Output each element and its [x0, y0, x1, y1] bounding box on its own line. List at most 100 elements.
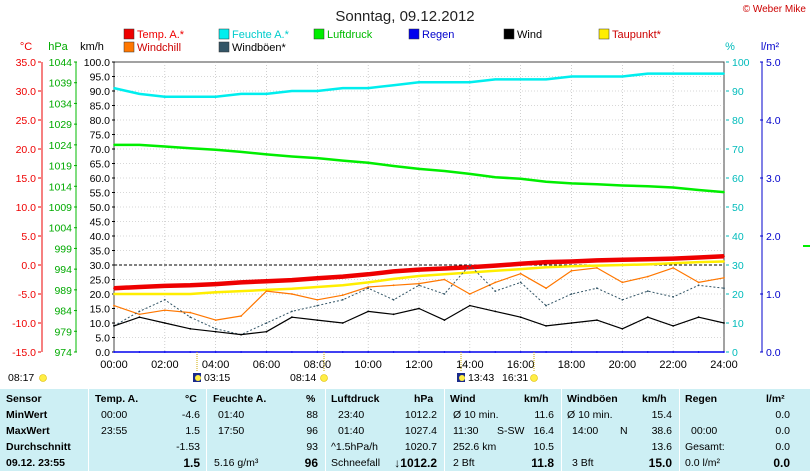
series-point — [621, 327, 624, 330]
series-point — [291, 293, 293, 295]
series-point — [189, 147, 192, 150]
series-point — [163, 309, 166, 312]
series-point — [443, 81, 446, 84]
series-point — [138, 351, 141, 353]
series-point — [621, 281, 624, 284]
humidity-tick-label: 90 — [732, 86, 744, 98]
stats-separator — [206, 389, 207, 471]
series-point — [392, 84, 395, 87]
series-point — [672, 296, 675, 298]
wind-avg10-value: 11.6 — [534, 409, 554, 421]
series-point — [163, 293, 166, 295]
pressure-min-value: 1012.2 — [404, 409, 437, 421]
series-point — [697, 72, 700, 75]
x-tick-label: 06:00 — [253, 359, 281, 371]
pressure-axis-unit: hPa — [48, 41, 68, 53]
temp-current-value: 1.5 — [183, 456, 200, 470]
series-point — [418, 282, 420, 285]
series-point — [494, 176, 497, 179]
series-point — [443, 267, 446, 270]
series-point — [621, 351, 624, 353]
series-point — [316, 351, 319, 353]
stats-separator — [444, 389, 445, 471]
wind-tick-label: 70.0 — [90, 144, 111, 156]
gusts-avg10-value: 15.4 — [651, 409, 672, 421]
wind-max-direction: S-SW — [497, 425, 525, 437]
series-point — [189, 311, 192, 314]
temp-tick-label: -15.0 — [12, 347, 36, 359]
series-point — [519, 268, 522, 270]
series-point — [418, 81, 420, 84]
legend-swatch — [123, 28, 135, 40]
x-tick-label: 16:00 — [507, 359, 535, 371]
humidity-tick-label: 50 — [732, 202, 744, 214]
series-point — [367, 273, 370, 276]
row-label-current: 09.12. 23:55 — [6, 457, 65, 469]
series-point — [468, 81, 471, 84]
series-layer — [113, 72, 810, 353]
humidity-min-time: 01:40 — [218, 409, 245, 421]
series-point — [519, 316, 522, 319]
series-point — [468, 293, 471, 295]
temp-min-time: 00:00 — [101, 409, 128, 421]
temp-max-time: 23:55 — [101, 425, 128, 437]
series-point — [646, 72, 649, 75]
series-point — [723, 351, 725, 353]
humidity-max-value: 96 — [306, 425, 318, 437]
wind-distance: 252.6 km — [453, 441, 497, 453]
sunset-label: 16:31 — [502, 372, 528, 384]
pressure-tick-label: 1024 — [49, 140, 73, 152]
series-point — [392, 284, 395, 287]
series-point — [646, 263, 649, 266]
series-point — [697, 281, 700, 284]
series-point — [341, 87, 344, 89]
temp-tick-label: 25.0 — [16, 115, 37, 127]
x-tick-label: 20:00 — [609, 359, 637, 371]
series-point — [519, 78, 522, 81]
series-point — [443, 351, 446, 353]
series-point — [672, 257, 675, 260]
humidity-header: Feuchte A. — [213, 393, 267, 405]
temp-tick-label: 35.0 — [16, 57, 37, 69]
pressure-tick-label: 999 — [54, 243, 72, 255]
pressure-tick-label: 1019 — [49, 161, 73, 173]
series-point — [163, 322, 166, 324]
series-point — [596, 264, 598, 267]
humidity-tick-label: 100 — [732, 57, 750, 69]
series-point — [189, 316, 192, 319]
pressure-current-value: ↓1012.2 — [394, 456, 437, 470]
series-point — [468, 266, 471, 269]
wind-tick-label: 100.0 — [84, 57, 110, 69]
legend-swatch — [503, 28, 515, 40]
axis-tick-labels: 00:00 02:00 04:00 06:00 08:00 10:00 12:00 14:00… — [12, 57, 781, 371]
grid — [114, 62, 724, 352]
series-point — [214, 330, 217, 333]
series-point — [138, 286, 141, 288]
series-point — [646, 275, 649, 278]
series-point — [367, 351, 370, 353]
series-point — [265, 330, 268, 333]
series-point — [138, 313, 141, 316]
series-point — [367, 161, 370, 164]
humidity-min-value: 88 — [306, 409, 318, 421]
series-point — [519, 351, 522, 353]
series-point — [291, 90, 293, 92]
series-point — [519, 262, 522, 265]
pressure-tick-label: 1029 — [49, 119, 73, 131]
x-tick-label: 18:00 — [558, 359, 586, 371]
series-point — [291, 316, 293, 319]
wind-current-value: 11.8 — [531, 456, 554, 470]
wind-beaufort: 2 Bft — [453, 457, 475, 469]
copyright: © Weber Mike — [743, 4, 807, 15]
temp-tick-label: 30.0 — [16, 86, 37, 98]
wind-header: Wind — [450, 393, 476, 405]
series-point — [596, 287, 598, 290]
series-point — [545, 325, 547, 327]
humidity-tick-label: 0 — [732, 347, 738, 359]
series-point — [494, 269, 497, 272]
series-point — [316, 298, 319, 301]
series-point — [596, 267, 598, 269]
series-point — [138, 293, 141, 295]
series-point — [570, 293, 573, 295]
series-point — [596, 75, 598, 78]
